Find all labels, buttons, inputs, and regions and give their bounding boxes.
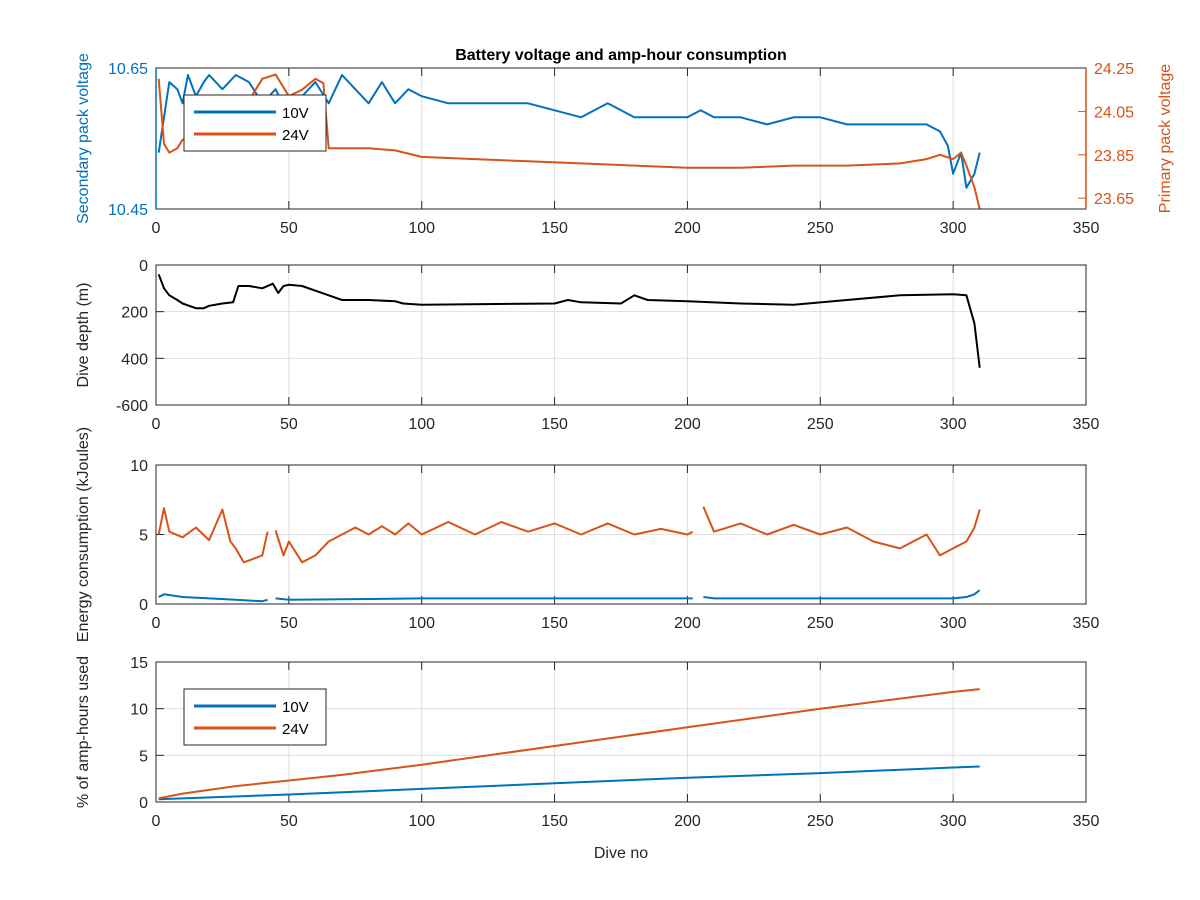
amphours-x-tick-label: 350 [1073, 813, 1100, 830]
depth-x-tick-label: 350 [1073, 416, 1100, 433]
depth-x-tick-label: 200 [674, 416, 701, 433]
voltage-panel: 0 50 100 150 200 250 300 350 10.45 10.65 23.65 23.8… [75, 47, 1174, 237]
voltage-x-tick-label: 200 [674, 220, 701, 237]
energy-y-tick-label: 5 [139, 528, 148, 545]
depth-x-tick-label: 150 [541, 416, 568, 433]
amphours-series-24v-line [158, 688, 980, 800]
amphours-axes-box [155, 661, 1087, 803]
depth-panel: 0 50 100 150 200 250 300 350 0 200 400 -600 Dive dep… [75, 258, 1099, 433]
voltage-x-tick-label: 250 [807, 220, 834, 237]
energy-x-tick-label: 300 [940, 615, 967, 632]
amphours-x-tick-label: 150 [541, 813, 568, 830]
depth-y-label: Dive depth (m) [75, 283, 92, 388]
depth-axes-box [155, 264, 1087, 406]
voltage-x-tick-label: 0 [152, 220, 161, 237]
voltage-y-right-tick-label: 24.05 [1094, 104, 1134, 121]
depth-x-tick-label: 250 [807, 416, 834, 433]
depth-x-tick-label: 300 [940, 416, 967, 433]
amphours-x-label: Dive no [594, 845, 648, 862]
depth-series-0-line [157, 273, 981, 368]
amphours-y-tick-label: 15 [130, 655, 148, 672]
energy-y-tick-label: 0 [139, 597, 148, 614]
energy-x-tick-label: 150 [541, 615, 568, 632]
voltage-x-tick-label: 300 [940, 220, 967, 237]
amphours-y-label: % of amp-hours used [75, 656, 92, 808]
voltage-y-label: Secondary pack voltage [75, 53, 92, 224]
amphours-series-10v-line [158, 765, 980, 801]
depth-x-tick-label: 0 [152, 416, 161, 433]
voltage-y-right-label: Primary pack voltage [1157, 64, 1174, 213]
panels: 0 50 100 150 200 250 300 35010.4510.6523.6523.8… [75, 47, 1174, 862]
amphours-legend-label: 24V [282, 721, 309, 738]
voltage-series-10v-line [157, 74, 981, 189]
amphours-x-tick-label: 250 [807, 813, 834, 830]
voltage-x-tick-label: 50 [280, 220, 298, 237]
voltage-x-tick-label: 150 [541, 220, 568, 237]
amphours-x-tick-label: 100 [408, 813, 435, 830]
energy-panel: 050100150200250300350051010V24VEnergy co… [75, 427, 1100, 642]
energy-y-label: Energy consumption (kJoules) [75, 427, 92, 642]
voltage-y-right-tick-label: 23.85 [1094, 148, 1134, 165]
amphours-x-tick-label: 200 [674, 813, 701, 830]
amphours-legend-box [183, 688, 327, 746]
energy-x-tick-label: 350 [1073, 615, 1100, 632]
amphours-legend-label: 10V [282, 699, 309, 716]
voltage-y-tick-label: 10.45 [108, 202, 148, 219]
amphours-y-tick-label: 10 [130, 702, 148, 719]
energy-axes-box [155, 464, 1087, 605]
amphours-x-tick-label: 50 [280, 813, 298, 830]
voltage-legend-label: 24V [282, 127, 309, 144]
amphours-x-tick-label: 300 [940, 813, 967, 830]
energy-series-10v-line [158, 589, 981, 603]
amphours-x-tick-label: 0 [152, 813, 161, 830]
energy-x-tick-label: 200 [674, 615, 701, 632]
voltage-x-tick-label: 350 [1073, 220, 1100, 237]
voltage-legend-box [183, 94, 327, 152]
energy-x-tick-label: 0 [152, 615, 161, 632]
depth-y-tick-label: 400 [121, 351, 148, 368]
depth-x-tick-label: 100 [408, 416, 435, 433]
amphours-panel: 05010015020025030035005101510V24VDive no… [75, 655, 1100, 862]
depth-y-tick-label: -600 [116, 398, 148, 415]
energy-x-tick-label: 50 [280, 615, 298, 632]
amphours-y-tick-label: 0 [139, 795, 148, 812]
depth-x-tick-label: 50 [280, 416, 298, 433]
amphours-y-tick-label: 5 [139, 748, 148, 765]
voltage-x-tick-label: 100 [408, 220, 435, 237]
depth-y-tick-label: 200 [121, 305, 148, 322]
energy-x-tick-label: 100 [408, 615, 435, 632]
voltage-y-right-tick-label: 23.65 [1094, 191, 1134, 208]
energy-x-tick-label: 250 [807, 615, 834, 632]
voltage-y-tick-label: 10.65 [108, 61, 148, 78]
voltage-y-right-tick-label: 24.25 [1094, 61, 1134, 78]
energy-series-24v-line [157, 506, 981, 564]
depth-y-tick-label: 0 [139, 258, 148, 275]
voltage-title: Battery voltage and amp-hour consumption [455, 47, 787, 64]
energy-y-tick-label: 10 [130, 458, 148, 475]
voltage-legend-label: 10V [282, 105, 309, 122]
